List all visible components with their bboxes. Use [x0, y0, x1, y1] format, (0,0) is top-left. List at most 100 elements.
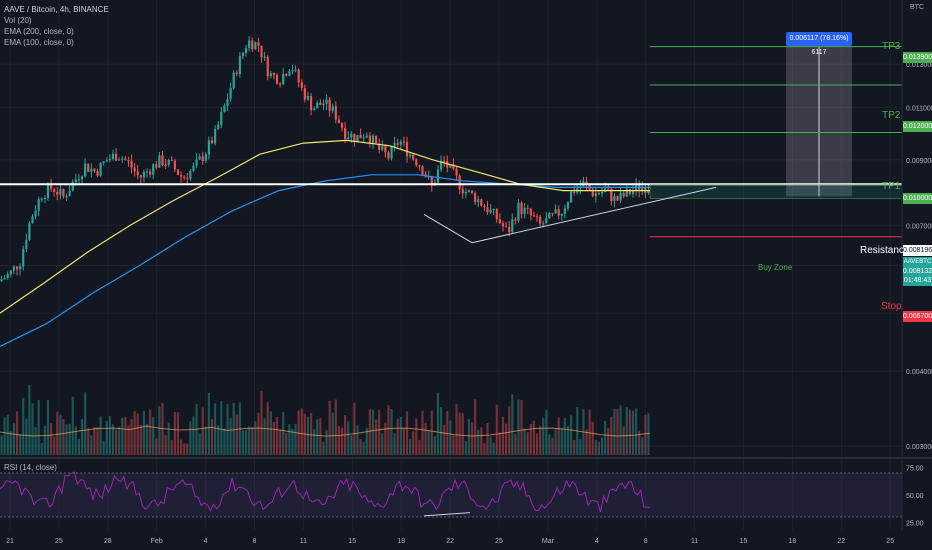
volume-bar	[133, 410, 136, 455]
candle-body	[291, 70, 294, 72]
candle-body	[427, 176, 430, 178]
indicator-ema200[interactable]: EMA (200, close, 0)	[4, 27, 74, 36]
rsi-tick-label: 50.00	[906, 493, 924, 500]
candle-body	[535, 216, 539, 218]
volume-bar	[229, 418, 232, 455]
volume-bar	[34, 426, 37, 455]
candle-body	[288, 71, 291, 76]
candle-body	[365, 135, 368, 138]
candle-body	[387, 152, 390, 159]
volume-bar	[108, 416, 111, 455]
volume-ma-line	[0, 425, 651, 437]
candle-body	[223, 105, 226, 113]
volume-bar	[201, 407, 204, 455]
volume-bar	[443, 425, 446, 455]
rsi-legend[interactable]: RSI (14, close)	[4, 463, 57, 472]
candle-body	[40, 198, 43, 200]
volume-bar	[353, 402, 356, 455]
candle-body	[133, 167, 136, 172]
volume-bar	[49, 422, 53, 455]
volume-bar	[164, 434, 167, 455]
volume-bar	[9, 431, 12, 455]
candle-body	[467, 190, 471, 192]
candle-body	[142, 171, 146, 178]
candle-body	[309, 96, 313, 111]
volume-bar	[390, 408, 393, 455]
candle-body	[362, 137, 365, 139]
candle-body	[350, 133, 353, 138]
candle-body	[495, 208, 498, 220]
volume-bar	[514, 433, 517, 455]
volume-bar	[557, 417, 560, 455]
volume-bar	[331, 412, 334, 455]
indicator-ema100[interactable]: EMA (100, close, 0)	[4, 38, 74, 47]
volume-bar	[232, 402, 235, 455]
volume-bar	[405, 411, 409, 455]
candle-body	[136, 171, 139, 176]
candle-body	[402, 141, 406, 143]
candle-body	[529, 208, 532, 216]
candle-body	[483, 205, 486, 208]
volume-bar	[300, 408, 303, 455]
volume-bar	[362, 442, 365, 455]
volume-bar	[309, 413, 313, 455]
candle-body	[285, 73, 288, 76]
volume-bar	[433, 436, 436, 455]
candle-body	[15, 266, 19, 270]
volume-bar	[223, 428, 226, 455]
tp1-label: TP1	[882, 181, 901, 192]
volume-bar	[539, 425, 542, 455]
volume-bar	[495, 404, 498, 455]
candle-body	[628, 188, 631, 194]
x-tick-label: 8	[253, 538, 257, 545]
candle-body	[241, 52, 245, 57]
symbol-tag: AAVEBTC	[903, 257, 932, 268]
volume-bar	[12, 423, 16, 455]
volume-bar	[347, 421, 350, 455]
volume-bar	[409, 438, 412, 455]
candle-body	[511, 219, 514, 233]
candle-body	[319, 102, 322, 106]
candle-body	[130, 160, 133, 168]
volume-bar	[285, 433, 288, 455]
candle-body	[573, 191, 576, 193]
rsi-divergence-line	[423, 512, 471, 517]
candle-body	[610, 189, 613, 202]
volume-bar	[0, 435, 3, 455]
candle-body	[108, 158, 111, 161]
volume-bar	[548, 434, 551, 455]
candle-body	[328, 99, 331, 111]
volume-bar	[424, 422, 427, 455]
candle-body	[439, 160, 443, 170]
volume-bar	[418, 439, 421, 455]
candle-body	[563, 208, 566, 214]
buy-zone-box	[649, 184, 903, 199]
symbol-title[interactable]: AAVE / Bitcoin, 4h, BINANCE	[4, 5, 109, 14]
volume-bar	[204, 426, 207, 455]
candle-body	[139, 175, 142, 178]
candle-body	[77, 179, 81, 181]
candle-body	[173, 160, 176, 170]
volume-bar	[124, 417, 127, 455]
y-tick-label: 0.003000	[906, 444, 932, 451]
volume-bar	[458, 412, 461, 455]
volume-bar	[15, 411, 19, 455]
candle-body	[49, 184, 53, 190]
candle-body	[449, 164, 452, 168]
volume-bar	[291, 428, 294, 455]
candle-body	[557, 209, 560, 216]
candle-body	[90, 168, 93, 172]
volume-bar	[597, 441, 601, 455]
candle-body	[613, 196, 616, 202]
candle-body	[554, 209, 557, 214]
candle-body	[80, 176, 84, 180]
volume-bar	[504, 423, 508, 455]
tp3-price-tag: 0.013900	[903, 52, 932, 63]
indicator-vol[interactable]: Vol (20)	[4, 16, 32, 25]
resistance-label: Resistance	[860, 245, 910, 256]
volume-bar	[80, 419, 84, 455]
candle-body	[619, 192, 622, 201]
candle-body	[331, 106, 334, 111]
volume-bar	[170, 440, 173, 455]
